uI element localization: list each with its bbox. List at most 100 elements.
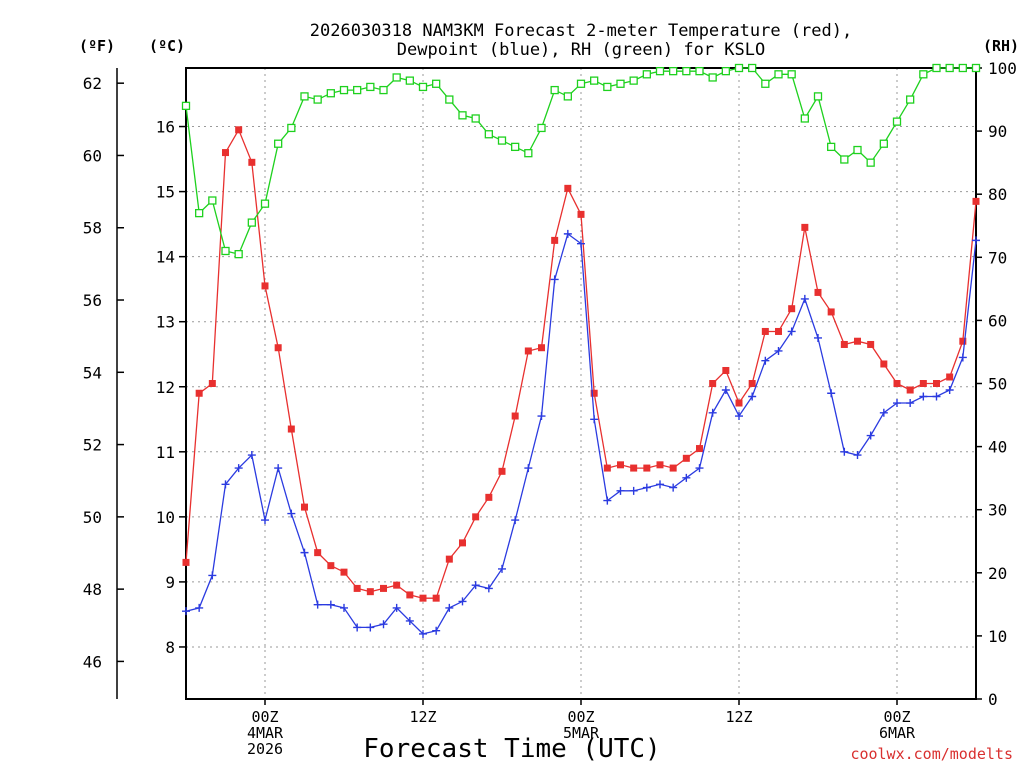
time-tick-label: 12Z — [409, 708, 436, 726]
temperature-point — [327, 562, 335, 570]
temperature-point — [393, 581, 401, 589]
celsius-tick-label: 13 — [156, 313, 175, 332]
temperature-point — [919, 380, 927, 387]
chart-title-line1: 2026030318 NAM3KM Forecast 2-meter Tempe… — [310, 21, 852, 41]
rh-tick-label: 50 — [988, 375, 1007, 394]
relative-humidity-point — [366, 82, 375, 92]
chart-title-line2: Dewpoint (blue), RH (green) for KSLO — [397, 40, 765, 60]
time-tick-label: 12Z — [725, 708, 752, 726]
dewpoint-point — [682, 473, 691, 482]
x-axis-label: Forecast Time (UTC) — [363, 734, 660, 764]
relative-humidity-point — [511, 142, 520, 152]
relative-humidity-point — [642, 70, 651, 79]
temperature-point — [406, 591, 414, 599]
dewpoint-point — [879, 408, 888, 417]
relative-humidity-point — [655, 67, 665, 76]
dewpoint-point — [563, 229, 572, 238]
temperature-point — [524, 347, 532, 355]
relative-humidity-point — [445, 95, 454, 104]
dewpoint-point — [958, 353, 967, 362]
temperature-point — [933, 380, 940, 387]
rh-tick-label: 40 — [988, 438, 1007, 457]
relative-humidity-point — [418, 82, 428, 92]
rh-tick-label: 90 — [988, 122, 1007, 141]
celsius-unit-label: (ºC) — [149, 37, 185, 55]
relative-humidity-point — [537, 123, 546, 133]
relative-humidity-point — [234, 249, 243, 259]
dewpoint-point — [800, 294, 809, 303]
temperature-point — [682, 454, 690, 462]
relative-humidity-point — [892, 117, 902, 126]
relative-humidity-point — [748, 63, 757, 73]
temperature-point — [485, 493, 493, 501]
dewpoint-point — [853, 451, 862, 460]
dewpoint-point — [484, 584, 493, 593]
relative-humidity-point — [813, 92, 823, 101]
relative-humidity-point — [734, 63, 744, 73]
temperature-point — [208, 380, 216, 387]
temperature-point — [551, 236, 559, 244]
temperature-point — [696, 445, 703, 453]
temperature-point — [735, 399, 743, 407]
dewpoint-point — [326, 600, 335, 609]
temperature-point — [761, 327, 769, 335]
relative-humidity-point — [603, 82, 612, 92]
rh-tick-label: 20 — [988, 564, 1007, 583]
relative-humidity-point — [827, 142, 836, 152]
dewpoint-point — [656, 480, 664, 489]
dewpoint-point — [669, 483, 678, 492]
dewpoint-point — [182, 607, 190, 616]
temperature-point — [511, 412, 519, 420]
temperature-point — [498, 467, 506, 475]
dewpoint-point — [405, 616, 414, 625]
temperature-point — [906, 386, 914, 394]
temperature-point — [867, 340, 875, 348]
relative-humidity-point — [958, 63, 967, 73]
dewpoint-point — [471, 581, 480, 590]
temperature-point — [709, 380, 717, 387]
dewpoint-point — [247, 451, 256, 460]
dewpoint-point — [313, 600, 322, 609]
temperature-point — [788, 305, 796, 313]
celsius-tick-label: 10 — [156, 508, 175, 527]
temperature-point — [722, 366, 730, 374]
temperature-point — [775, 327, 782, 335]
dewpoint-point — [629, 486, 638, 495]
dewpoint-point — [379, 620, 388, 629]
dewpoint-point — [195, 603, 204, 612]
rh-tick-label: 60 — [988, 311, 1007, 330]
temperature-point — [590, 389, 598, 397]
relative-humidity-point — [432, 79, 441, 88]
rh-tick-label: 30 — [988, 501, 1007, 520]
temperature-point — [880, 360, 888, 368]
dewpoint-point — [919, 392, 928, 401]
dewpoint-point — [498, 564, 506, 573]
rh-axis: 0 10 20 30 40 50 60 70 80 90 100 — [976, 59, 1017, 709]
dewpoint-point — [300, 548, 309, 557]
relative-humidity-point — [379, 85, 388, 95]
dewpoint-point — [972, 236, 980, 245]
dewpoint-point — [893, 399, 901, 408]
relative-humidity-point — [300, 92, 309, 101]
fahrenheit-tick-label: 58 — [83, 219, 102, 238]
temperature-point — [564, 184, 572, 192]
time-tick-label: 4MAR — [247, 724, 284, 742]
fahrenheit-tick-label: 60 — [83, 146, 102, 165]
temperature-point — [432, 594, 440, 602]
temperature-point — [195, 389, 203, 397]
dewpoint-point — [761, 356, 770, 365]
dewpoint-point — [392, 603, 401, 612]
temperature-point — [854, 337, 861, 345]
dewpoint-point — [866, 431, 875, 440]
dewpoint-point — [787, 327, 796, 336]
relative-humidity-point — [471, 114, 480, 123]
fahrenheit-tick-label: 54 — [83, 363, 102, 382]
time-tick-label: 2026 — [247, 740, 283, 758]
dewpoint-point — [287, 509, 296, 518]
dewpoint-point — [537, 412, 546, 421]
temperature-point — [314, 549, 322, 557]
temperature-point — [827, 308, 835, 316]
fahrenheit-tick-label: 50 — [83, 508, 102, 527]
relative-humidity-point — [550, 85, 559, 95]
rh-tick-label: 80 — [988, 185, 1007, 204]
